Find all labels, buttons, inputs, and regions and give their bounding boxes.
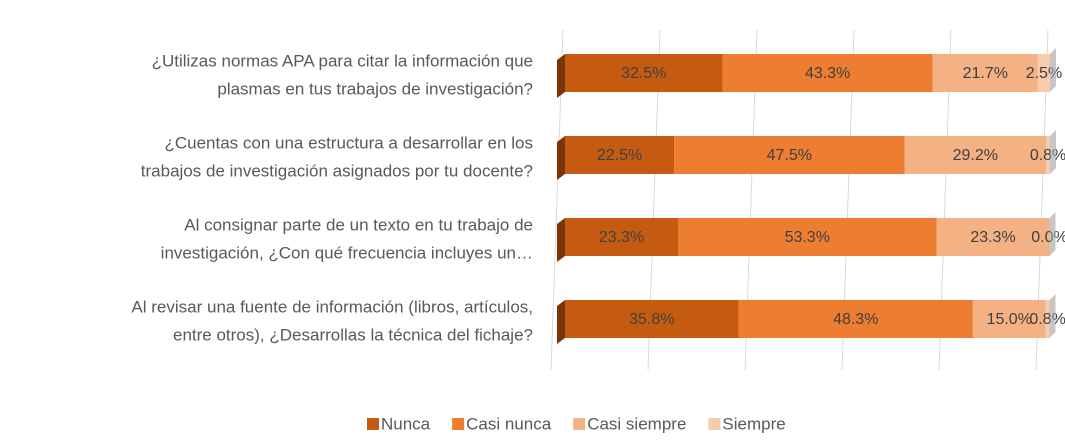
legend-swatch — [367, 418, 379, 430]
data-label: 0.8% — [1029, 311, 1065, 328]
y-tick-label: ¿Utilizas normas APA para citar la infor… — [152, 51, 533, 70]
bar-end — [1050, 48, 1056, 92]
y-tick-label: ¿Cuentas con una estructura a desarrolla… — [164, 133, 533, 152]
y-tick-label: plasmas en tus trabajos de investigación… — [217, 79, 533, 98]
data-label: 32.5% — [621, 65, 666, 82]
bar-segment — [565, 136, 675, 174]
data-label: 15.0% — [987, 311, 1032, 328]
bar-segment — [904, 136, 1047, 174]
data-label: 2.5% — [1026, 65, 1062, 82]
data-label: 0.8% — [1030, 147, 1065, 164]
data-label: 43.3% — [805, 65, 850, 82]
bar-segment — [565, 218, 679, 256]
data-label: 47.5% — [767, 147, 812, 164]
data-label: 53.3% — [785, 229, 830, 246]
data-label: 23.3% — [599, 229, 644, 246]
bar-segment — [678, 218, 937, 256]
data-label: 29.2% — [953, 147, 998, 164]
bar-segment — [1037, 54, 1050, 92]
bar-segment — [972, 300, 1046, 338]
y-tick-label: Al consignar parte de un texto en tu tra… — [184, 215, 533, 234]
bar-segment — [1045, 300, 1050, 338]
legend-label: Casi nunca — [466, 414, 552, 433]
data-label: 23.3% — [970, 229, 1015, 246]
y-tick-label: investigación, ¿Con qué frecuencia inclu… — [161, 243, 533, 262]
legend-label: Casi siempre — [587, 414, 686, 433]
data-label: 35.8% — [629, 311, 674, 328]
bar-segment — [932, 54, 1038, 92]
data-label: 22.5% — [597, 147, 642, 164]
legend-swatch — [573, 418, 586, 430]
legend-label: Nunca — [381, 414, 431, 433]
legend-swatch — [452, 418, 465, 430]
bar-segment — [674, 136, 905, 174]
bar-segment — [738, 300, 973, 338]
bar-end — [1050, 130, 1056, 174]
data-label: 0.0% — [1031, 229, 1065, 246]
bar-end — [1049, 212, 1056, 256]
y-tick-label: trabajos de investigación asignados por … — [141, 161, 533, 180]
data-label: 48.3% — [833, 311, 878, 328]
bar-segment — [722, 54, 933, 92]
y-tick-label: Al revisar una fuente de información (li… — [131, 297, 533, 316]
bar-segment — [936, 218, 1050, 256]
bar-segment — [565, 54, 723, 92]
bar-segment — [565, 300, 739, 338]
bar-shadow — [557, 136, 565, 180]
y-tick-label: entre otros), ¿Desarrollas la técnica de… — [173, 325, 533, 344]
bar-end — [1049, 294, 1056, 338]
bar-segment — [1046, 136, 1050, 174]
legend-label: Siempre — [722, 414, 785, 433]
bar-shadow — [557, 54, 565, 98]
legend-swatch — [708, 418, 721, 430]
bar-shadow — [557, 218, 565, 262]
bar-shadow — [557, 300, 565, 344]
data-label: 21.7% — [963, 65, 1008, 82]
